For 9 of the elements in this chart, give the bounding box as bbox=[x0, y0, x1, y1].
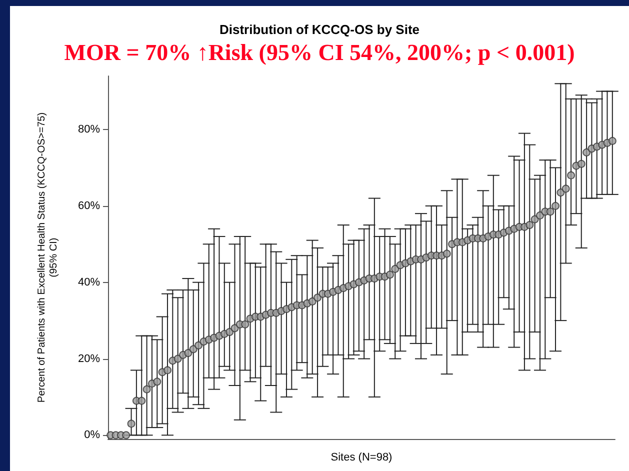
y-tick-label: 0% bbox=[84, 429, 100, 442]
chart-subtitle: MOR = 70% ↑Risk (95% CI 54%, 200%; p < 0.001) bbox=[64, 40, 575, 65]
y-axis-title: Percent of Patients with Excellent Health Status (KCCQ-OS>=75) (95% CI) bbox=[36, 112, 60, 403]
x-axis-title: Sites (N=98) bbox=[330, 451, 392, 464]
y-tick-label: 20% bbox=[78, 352, 100, 365]
chart-title: Distribution of KCCQ-OS by Site bbox=[219, 22, 420, 37]
y-tick-label: 60% bbox=[78, 200, 100, 212]
y-tick-label: 40% bbox=[78, 276, 100, 288]
y-tick-label: 80% bbox=[78, 123, 100, 136]
